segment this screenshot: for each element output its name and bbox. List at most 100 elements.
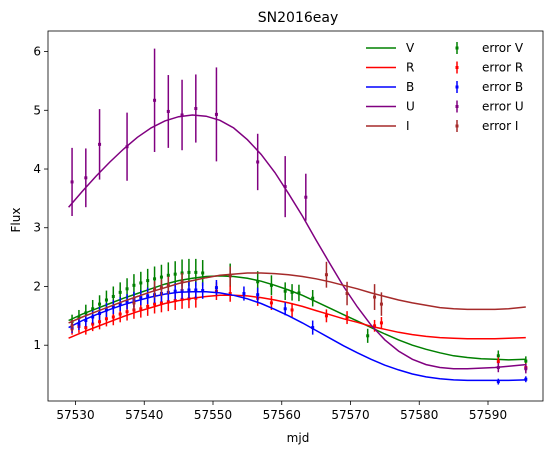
data-point-v [194,270,198,274]
data-point-b [125,300,129,304]
data-point-v [173,272,177,276]
y-tick-label: 4 [33,162,41,176]
data-point-b [146,294,150,298]
data-point-r [228,292,232,296]
data-point-r [496,360,500,364]
data-point-u [125,145,129,149]
legend-label-u: U [406,100,415,114]
data-point-u [304,195,308,199]
data-point-r [118,312,122,316]
data-point-i [324,273,328,277]
data-point-v [524,359,528,363]
data-point-b [77,322,81,326]
data-point-v [366,334,370,338]
x-tick-label: 57530 [56,408,94,422]
data-point-u [153,98,157,102]
data-point-b [84,319,88,323]
plot-area [68,48,528,385]
data-point-v [290,290,294,294]
data-point-v [269,283,273,287]
data-point-v [166,273,170,277]
data-point-b [194,288,198,292]
data-point-r [91,322,95,326]
data-point-r [98,320,102,324]
data-point-v [146,279,150,283]
data-point-u [180,113,184,117]
data-point-v [111,294,115,298]
data-point-v [297,291,301,295]
x-tick-label: 57540 [125,408,163,422]
series-line-b [68,291,526,382]
y-tick-label: 1 [33,338,41,352]
data-point-v [311,296,315,300]
x-tick-label: 57550 [194,408,232,422]
legend-error-label-i: error I [482,119,518,133]
y-tick-label: 5 [33,103,41,117]
data-point-r [84,326,88,330]
data-point-v [77,316,81,320]
data-point-b [283,307,287,311]
data-point-r [125,310,129,314]
data-point-b [524,377,528,381]
data-point-u [98,142,102,146]
x-tick-label: 57570 [331,408,369,422]
data-point-v [201,271,205,275]
data-point-i [166,283,170,287]
x-tick-label: 57580 [400,408,438,422]
legend-error-label-b: error B [482,80,523,94]
data-point-b [496,380,500,384]
data-point-u [524,367,528,371]
data-point-b [118,302,122,306]
data-point-v [153,277,157,281]
data-point-r [104,317,108,321]
data-point-b [311,326,315,330]
legend-marker-i [455,124,459,128]
data-point-r [111,315,115,319]
data-point-v [256,280,260,284]
data-point-b [256,293,260,297]
data-point-u [214,112,218,116]
data-point-r [166,300,170,304]
data-point-r [180,297,184,301]
data-point-v [187,270,191,274]
series-i [68,261,526,332]
data-point-i [228,274,232,278]
data-point-b [98,311,102,315]
legend-error-label-r: error R [482,61,523,75]
x-axis-label: mjd [287,431,310,445]
data-point-u [84,176,88,180]
data-point-v [139,281,143,285]
data-point-r [187,297,191,301]
data-point-v [132,283,136,287]
y-tick-label: 2 [33,279,41,293]
series-line-i [68,272,526,324]
legend-marker-v [455,46,459,50]
data-point-r [379,321,383,325]
data-point-u [283,185,287,189]
series-u [68,48,528,374]
data-point-i [132,301,136,305]
data-point-v [91,307,95,311]
legend-label-b: B [406,80,414,94]
chart-title: SN2016eay [258,10,338,26]
axes-frame [47,30,544,402]
series-line-r [68,294,526,340]
data-point-b [187,288,191,292]
data-point-i [180,280,184,284]
data-point-r [345,316,349,320]
data-point-b [242,292,246,296]
y-tick-label: 6 [33,45,41,59]
y-axis-label: Flux [9,208,23,233]
y-axis-ticks: 1 2 3 4 5 6 [33,45,48,352]
data-point-b [104,308,108,312]
data-point-b [111,305,115,309]
data-point-i [153,287,157,291]
legend-label-r: R [406,61,414,75]
series-line-u [68,114,526,370]
data-point-v [283,289,287,293]
data-point-b [139,296,143,300]
data-point-r [373,324,377,328]
data-point-b [201,289,205,293]
